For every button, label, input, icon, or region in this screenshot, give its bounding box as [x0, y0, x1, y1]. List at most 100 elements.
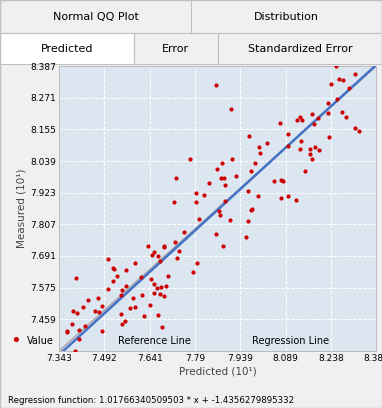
Point	[80, 304, 86, 310]
Point	[298, 146, 304, 152]
Point	[325, 110, 331, 116]
Point	[227, 217, 233, 224]
Point	[194, 260, 200, 267]
Point	[285, 143, 291, 149]
Point	[248, 206, 254, 213]
Point	[299, 116, 305, 123]
Point	[315, 114, 321, 121]
Text: Value: Value	[27, 336, 53, 346]
Point	[73, 275, 79, 282]
Point	[256, 144, 262, 150]
Y-axis label: Measured (10¹): Measured (10¹)	[16, 169, 26, 248]
Point	[201, 192, 207, 199]
Point	[171, 199, 177, 205]
Point	[105, 286, 111, 293]
Point	[149, 252, 155, 258]
Point	[222, 182, 228, 188]
Bar	[0, 33, 134, 64]
Point	[122, 318, 128, 324]
Point	[193, 199, 199, 206]
Point	[309, 111, 315, 118]
Point	[346, 84, 352, 91]
Point	[219, 160, 225, 166]
Point	[99, 302, 105, 309]
Point	[280, 178, 286, 184]
Point	[326, 134, 332, 141]
Point	[243, 233, 249, 240]
Point	[147, 302, 153, 308]
Point	[311, 121, 317, 127]
Point	[95, 295, 101, 301]
Point	[233, 173, 240, 179]
Point	[112, 265, 118, 272]
Point	[123, 267, 129, 274]
Point	[245, 217, 251, 224]
X-axis label: Predicted (10¹): Predicted (10¹)	[179, 367, 257, 377]
Point	[193, 189, 199, 196]
Point	[206, 180, 212, 186]
Point	[228, 106, 234, 112]
Point	[325, 100, 332, 106]
Point	[76, 327, 83, 333]
Point	[151, 249, 157, 256]
Point	[312, 144, 318, 150]
Point	[244, 187, 251, 194]
Point	[73, 310, 79, 317]
Point	[173, 175, 179, 182]
Point	[277, 120, 283, 126]
Point	[181, 228, 187, 235]
Point	[249, 205, 255, 212]
Point	[264, 140, 270, 146]
Point	[229, 155, 235, 162]
Point	[297, 114, 303, 121]
Point	[118, 292, 124, 298]
Bar	[0, 0, 382, 33]
Text: Regression function: 1.01766340509503 * x + -1.4356279895332: Regression function: 1.01766340509503 * …	[8, 396, 294, 405]
Text: Predicted: Predicted	[40, 44, 93, 54]
Point	[162, 244, 168, 251]
Point	[294, 117, 300, 124]
Point	[271, 177, 277, 184]
Point	[213, 82, 219, 89]
Point	[328, 81, 334, 87]
Point	[161, 242, 167, 249]
Point	[76, 336, 82, 342]
Point	[278, 177, 284, 183]
Point	[189, 269, 196, 275]
Text: •: •	[10, 332, 21, 350]
Point	[302, 167, 308, 174]
Point	[127, 305, 133, 312]
Text: Error: Error	[162, 44, 189, 54]
Point	[114, 273, 120, 279]
Point	[138, 274, 144, 280]
Point	[85, 297, 91, 304]
Point	[214, 166, 220, 172]
Point	[92, 307, 98, 314]
Point	[213, 231, 219, 238]
Text: Standardized Error: Standardized Error	[248, 44, 352, 54]
Point	[130, 295, 136, 302]
Point	[307, 150, 313, 157]
Point	[105, 256, 111, 263]
Point	[356, 127, 362, 134]
Point	[218, 175, 224, 182]
Point	[257, 150, 263, 156]
Point	[64, 329, 70, 335]
Point	[172, 239, 178, 246]
Point	[309, 156, 315, 162]
Point	[343, 113, 350, 120]
Point	[335, 75, 342, 82]
Point	[351, 124, 358, 131]
Point	[141, 313, 147, 319]
Point	[110, 265, 116, 271]
Point	[151, 290, 157, 297]
Point	[307, 146, 313, 152]
Point	[298, 138, 304, 144]
Point	[340, 77, 346, 83]
Point	[187, 156, 193, 162]
Point	[157, 257, 163, 264]
Point	[217, 212, 223, 218]
Point	[196, 215, 202, 222]
Point	[285, 131, 291, 137]
Point	[154, 285, 160, 292]
